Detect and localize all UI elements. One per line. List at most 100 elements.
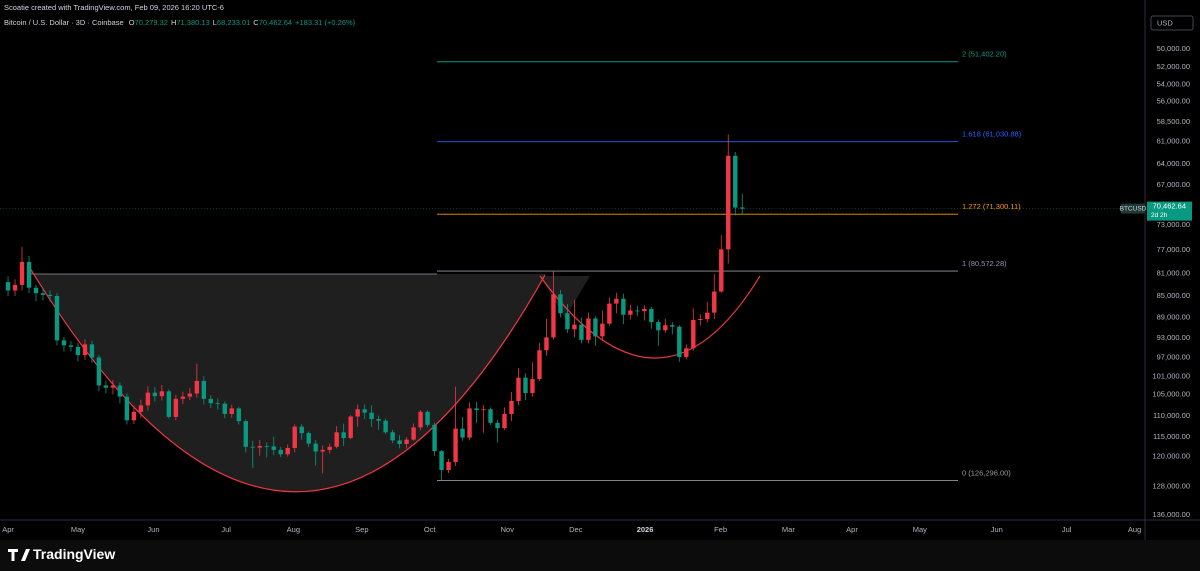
candle-body [299,426,304,434]
candle-body [698,318,703,321]
candle-body [222,403,228,414]
candle-body [180,396,186,399]
footer-bar [0,540,1200,571]
price-tag: 70,462.64 [1153,202,1186,211]
candle-body [369,412,374,420]
candle-body [348,416,353,438]
candle-body [187,393,193,397]
handle-arc [539,275,761,359]
ohlc-key: H [170,18,177,27]
candle-body [628,310,633,315]
candle-body [320,449,325,452]
candle-body [635,310,640,312]
candle-body [166,391,172,417]
change: +183.31 (+0.26%) [295,18,356,27]
candle-body [271,446,276,450]
candle-body [152,392,158,397]
candle-body [61,340,67,346]
candle-body [236,408,241,422]
candle-body [82,344,88,356]
currency-box [1150,15,1194,31]
candle-body [411,427,416,440]
y-tick-label: 85,000.00 [1157,291,1190,300]
candle-body [229,408,234,414]
marks: 50,000.00 52,000.00 54,000.00 56,000.00 58,5… [0,44,1192,534]
candle-body [565,313,570,330]
fib-label: 2 (51,402.20) [962,50,1007,59]
candle-body [649,308,654,323]
candle-body [656,322,661,331]
candle-body [47,294,53,296]
candle-body [19,261,25,285]
symbol-line: Bitcoin / U.S. Dollar · 3D · Coinbase O7… [4,18,358,27]
ohlc-value: 68,233.01 [216,18,251,27]
y-tick-label: 101,000.00 [1152,371,1190,380]
candle-body [670,325,675,327]
candle-body [257,445,262,448]
candle-body [691,320,696,349]
candle-body [138,405,144,412]
y-tick-label: 81,000.00 [1157,269,1190,278]
y-tick-label: 128,000.00 [1152,482,1190,491]
candle-body [621,298,626,315]
currency: USD [1157,18,1173,27]
candle-body [607,303,612,324]
footer-brand: TradingView [33,546,115,562]
candle-body [614,298,619,304]
candle-body [341,432,346,438]
candle-body [397,440,402,445]
candle-body [663,325,668,331]
y-tick-label: 110,000.00 [1153,411,1190,420]
candle-body [362,409,367,413]
ohlc-value: 70,279.32 [134,18,168,27]
ohlc-key: C [253,18,259,27]
candle-body [313,443,318,452]
y-tick-label: 73,000.00 [1157,220,1190,229]
candle-body [495,422,500,429]
candle-body [733,155,738,208]
candle-body [460,428,465,438]
candle-body [327,446,332,450]
candle-body [383,420,388,433]
candle-body [726,155,731,250]
candle-body [579,324,584,340]
logo-mark [8,549,30,561]
x-tick-label: May [71,525,85,534]
y-tick-label: 64,000.00 [1157,159,1190,168]
candle-body [593,318,598,337]
y-tick-label: 52,000.00 [1157,62,1190,71]
candle-body [33,287,39,294]
candle-body [243,421,248,447]
candle-body [110,385,116,388]
candle-body [432,424,437,452]
ohlc-key: O [128,18,135,27]
candle-body [481,409,486,411]
fib-label: 1 (80,572.28) [962,259,1007,268]
x-tick-label: Feb [714,525,727,534]
candle-body [712,291,717,313]
candle-body [75,346,81,356]
countdown: 2d 2h [1151,212,1168,219]
x-tick-label: Aug [1128,525,1141,534]
candle-body [285,447,290,455]
y-tick-label: 105,000.00 [1152,389,1190,398]
y-tick-label: 50,000.00 [1157,44,1190,53]
candle-body [334,432,339,447]
x-tick-label: Apr [846,525,858,534]
candle-body [439,451,444,470]
candle-body [250,446,255,448]
y-tick-label: 61,000.00 [1157,136,1190,145]
x-tick-label: Jun [147,525,159,534]
candle-body [530,379,535,394]
ohlc-value: 71,380.13 [176,18,210,27]
y-tick-label: 89,000.00 [1157,312,1190,321]
y-tick-label: 54,000.00 [1157,80,1190,89]
x-tick-label: Aug [287,525,300,534]
price-tag-bg [1147,201,1192,221]
candle-body [117,385,123,397]
candle-body [201,380,207,399]
candle-body [642,308,647,312]
candle-body [215,403,221,404]
